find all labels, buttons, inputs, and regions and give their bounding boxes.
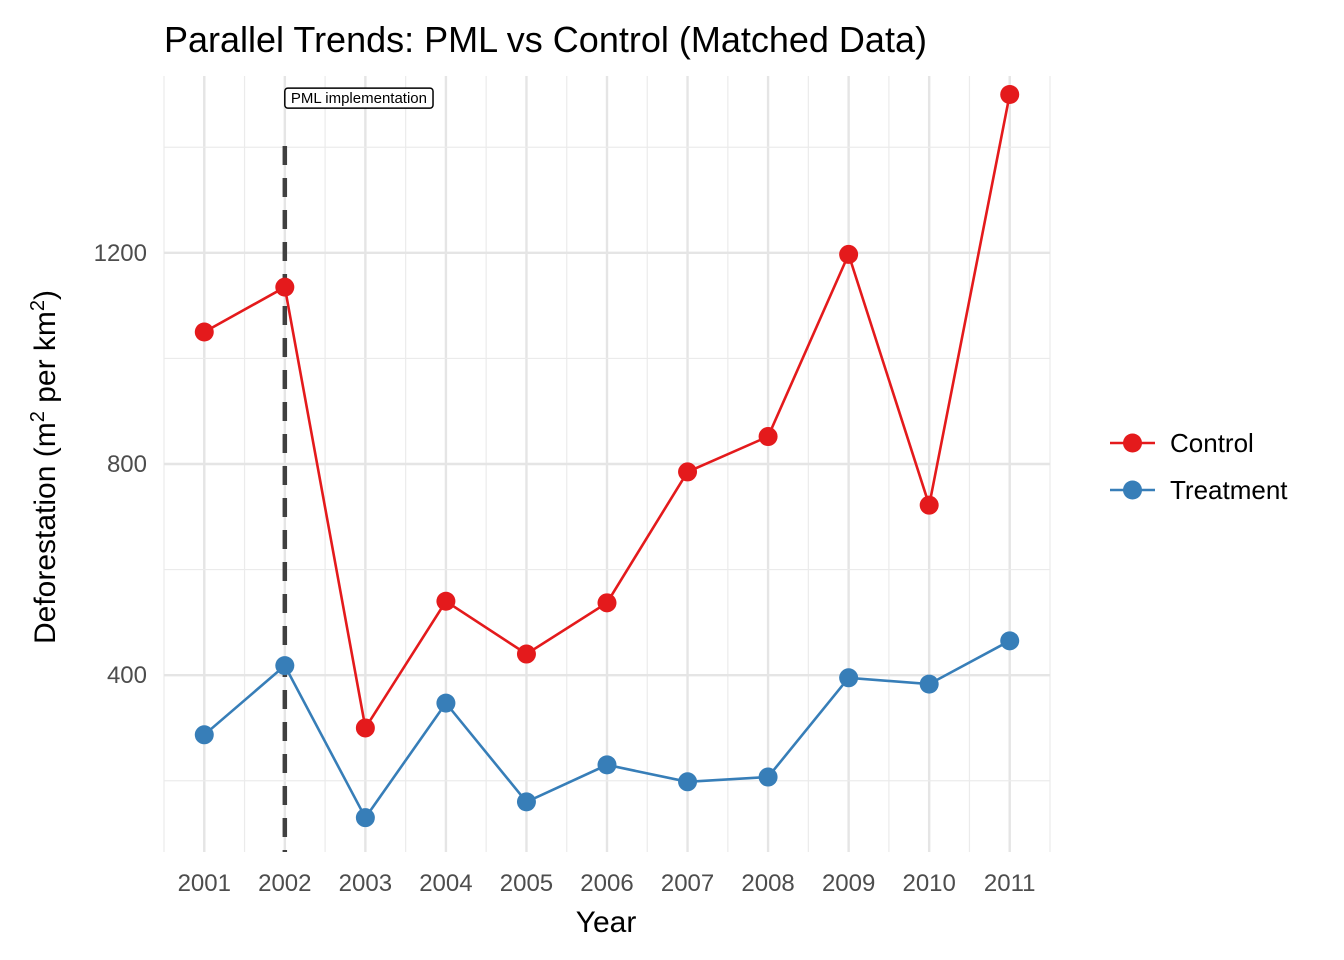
annotation-label: PML implementation [291,90,427,107]
x-tick-label: 2011 [984,870,1036,897]
data-point-treatment [758,767,778,787]
x-tick-label: 2001 [178,870,231,897]
data-point-control [758,427,778,447]
data-point-treatment [436,693,456,713]
annotation-layer: PML implementation [284,87,434,109]
x-tick-label: 2007 [661,870,714,897]
data-point-control [516,644,536,664]
x-tick-label: 2002 [258,870,311,897]
x-tick-label: 2004 [419,870,472,897]
series-control [194,84,1020,738]
legend-item-treatment: Treatment [1110,475,1288,505]
data-point-control [678,462,698,482]
data-point-treatment [516,792,536,812]
x-axis-title: Year [576,906,637,939]
data-point-treatment [919,674,939,694]
data-point-control [839,244,859,264]
data-point-control [1000,84,1020,104]
data-point-control [597,593,617,613]
data-point-control [275,277,295,297]
data-point-treatment [194,725,214,745]
data-point-treatment [355,808,375,828]
y-tick-label: 800 [107,451,147,478]
x-tick-label: 2008 [741,870,794,897]
x-tick-label: 2003 [339,870,392,897]
data-point-treatment [1000,631,1020,651]
y-title-part: ) [29,290,62,300]
pml-annotation: PML implementation [284,87,434,109]
x-tick-label: 2006 [580,870,633,897]
legend-key-point [1123,433,1142,453]
data-point-treatment [597,755,617,775]
y-axis-title: Deforestation (m2 per km2) [27,290,62,644]
x-tick-label: 2005 [500,870,553,897]
y-title-part: per km [29,311,62,411]
data-point-treatment [275,656,295,676]
data-point-treatment [678,772,698,792]
y-axis: 400 800 1200 [94,240,147,689]
legend: Control Treatment [1110,428,1288,505]
x-axis: 2001 2002 2003 2004 2005 2006 2007 2008 2009 2010… [178,870,1036,897]
x-tick-label: 2010 [902,870,955,897]
series-layer [194,84,1020,828]
data-point-control [919,495,939,515]
data-point-control [194,322,214,342]
data-point-control [355,718,375,738]
series-treatment [194,631,1020,828]
legend-key-point [1123,480,1142,500]
x-tick-label: 2009 [822,870,875,897]
y-title-part: Deforestation (m [29,422,62,644]
legend-item-control: Control [1110,428,1254,458]
legend-label: Control [1170,428,1254,458]
y-title-superscript: 2 [27,411,49,422]
data-point-control [436,591,456,611]
chart-title: Parallel Trends: PML vs Control (Matched… [164,19,927,60]
y-title-superscript: 2 [27,300,49,311]
y-tick-label: 1200 [94,240,147,267]
annotation-box [284,87,434,109]
data-point-treatment [839,668,859,688]
y-tick-label: 400 [107,662,147,689]
legend-label: Treatment [1170,475,1288,505]
